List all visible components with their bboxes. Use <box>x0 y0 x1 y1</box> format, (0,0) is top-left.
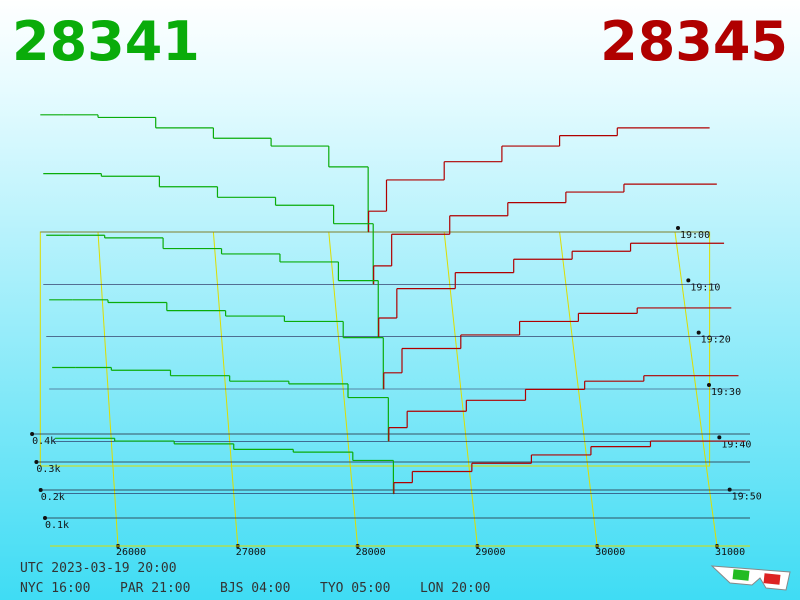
plot: 26000 27000 28000 29000 30000 31000 0.1k 0.2k 0.… <box>30 114 762 558</box>
time-label: 19:20 <box>701 335 731 346</box>
x-tick-label: 31000 <box>715 547 745 558</box>
time-tick <box>696 330 701 335</box>
utc-time: UTC 2023-03-19 20:00 <box>20 561 177 576</box>
time-tick <box>717 435 722 440</box>
city-time: PAR 21:00 <box>120 581 190 596</box>
x-tick-label: 28000 <box>356 547 386 558</box>
x-tick-label: 30000 <box>595 547 625 558</box>
x-tick-label: 29000 <box>475 547 505 558</box>
y-tick-label: 0.4k <box>32 436 56 447</box>
time-tick <box>727 487 732 492</box>
snapshot: 19:10 <box>43 172 720 293</box>
time-label: 19:10 <box>690 282 720 293</box>
y-tick <box>30 432 35 436</box>
ask-price: 28345 <box>600 10 788 73</box>
city-time: NYC 16:00 <box>20 581 90 596</box>
time-tick <box>676 226 680 230</box>
snapshot: 19:20 <box>46 234 731 346</box>
y-tick <box>34 460 39 464</box>
y-tick <box>43 516 47 520</box>
time-tick <box>707 383 711 387</box>
city-time: LON 20:00 <box>420 581 490 596</box>
y-tick-label: 0.1k <box>45 520 69 531</box>
time-tick <box>686 278 691 283</box>
time-label: 19:50 <box>732 492 762 503</box>
city-time: TYO 05:00 <box>320 581 390 596</box>
x-tick-label: 26000 <box>116 547 146 558</box>
snapshot: 19:50 <box>55 437 762 503</box>
bid-price: 28341 <box>12 10 200 73</box>
snapshot: 19:30 <box>49 299 741 398</box>
y-tick-label: 0.2k <box>41 492 65 503</box>
glasses-icon <box>710 565 791 591</box>
time-label: 19:00 <box>680 230 710 241</box>
y-tick <box>38 488 43 492</box>
time-label: 19:30 <box>711 387 741 398</box>
snapshot: 19:00 <box>40 114 710 241</box>
city-time: BJS 04:00 <box>220 581 290 596</box>
y-tick-label: 0.3k <box>36 464 60 475</box>
time-label: 19:40 <box>721 439 751 450</box>
x-tick-label: 27000 <box>236 547 266 558</box>
